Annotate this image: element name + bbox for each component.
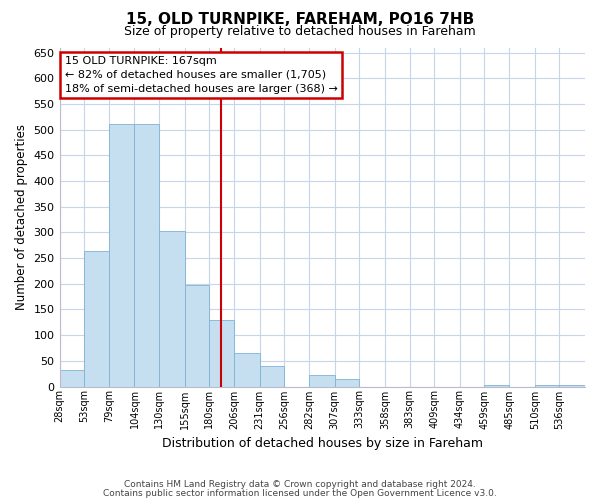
- Text: 15 OLD TURNPIKE: 167sqm
← 82% of detached houses are smaller (1,705)
18% of semi: 15 OLD TURNPIKE: 167sqm ← 82% of detache…: [65, 56, 338, 94]
- Bar: [335, 379, 359, 386]
- Bar: [109, 124, 134, 386]
- Bar: [59, 370, 84, 386]
- Text: 15, OLD TURNPIKE, FAREHAM, PO16 7HB: 15, OLD TURNPIKE, FAREHAM, PO16 7HB: [126, 12, 474, 28]
- Y-axis label: Number of detached properties: Number of detached properties: [15, 124, 28, 310]
- X-axis label: Distribution of detached houses by size in Fareham: Distribution of detached houses by size …: [162, 437, 483, 450]
- Text: Size of property relative to detached houses in Fareham: Size of property relative to detached ho…: [124, 25, 476, 38]
- Bar: [84, 252, 109, 386]
- Bar: [559, 385, 585, 386]
- Bar: [134, 124, 159, 386]
- Bar: [535, 385, 559, 386]
- Text: Contains HM Land Registry data © Crown copyright and database right 2024.: Contains HM Land Registry data © Crown c…: [124, 480, 476, 489]
- Bar: [484, 385, 509, 386]
- Text: Contains public sector information licensed under the Open Government Licence v3: Contains public sector information licen…: [103, 489, 497, 498]
- Bar: [209, 320, 234, 386]
- Bar: [159, 231, 185, 386]
- Bar: [234, 353, 260, 386]
- Bar: [309, 375, 335, 386]
- Bar: [260, 366, 284, 386]
- Bar: [185, 286, 209, 386]
